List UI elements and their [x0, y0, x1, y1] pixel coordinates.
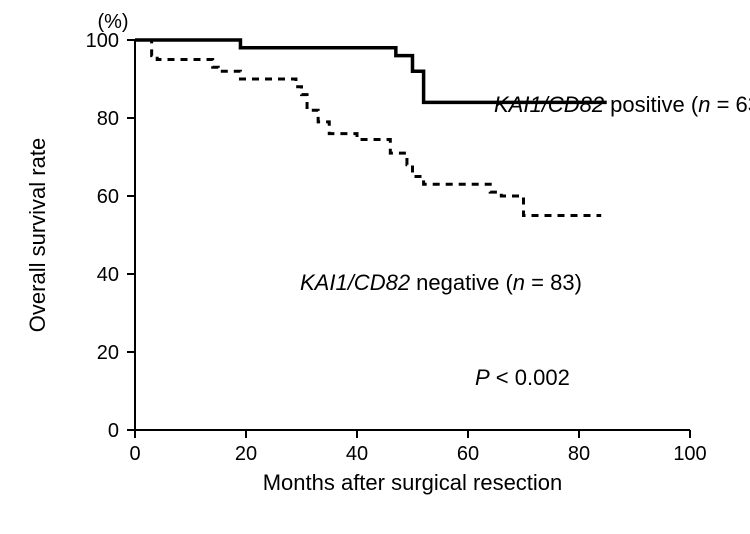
series-negative [135, 40, 601, 216]
y-tick-label: 80 [97, 108, 119, 130]
x-tick-label: 0 [129, 443, 140, 465]
y-tick-label: 0 [108, 420, 119, 442]
x-axis-label: Months after surgical resection [263, 470, 563, 495]
x-tick-label: 80 [568, 443, 590, 465]
x-tick-label: 100 [673, 443, 706, 465]
x-tick-label: 40 [346, 443, 368, 465]
y-tick-label: 20 [97, 342, 119, 364]
y-unit-label: (%) [97, 11, 128, 33]
survival-chart: 020406080100020406080100(%)Months after … [0, 0, 750, 534]
y-tick-label: 100 [86, 30, 119, 52]
p-value-label: P < 0.002 [475, 365, 570, 390]
x-tick-label: 60 [457, 443, 479, 465]
series-label-negative: KAI1/CD82 negative (n = 83) [300, 270, 582, 295]
y-axis-label: Overall survival rate [25, 138, 50, 332]
y-tick-label: 40 [97, 264, 119, 286]
y-tick-label: 60 [97, 186, 119, 208]
x-tick-label: 20 [235, 443, 257, 465]
chart-svg: 020406080100020406080100(%)Months after … [0, 0, 750, 534]
series-label-positive: KAI1/CD82 positive (n = 63) [494, 92, 750, 117]
